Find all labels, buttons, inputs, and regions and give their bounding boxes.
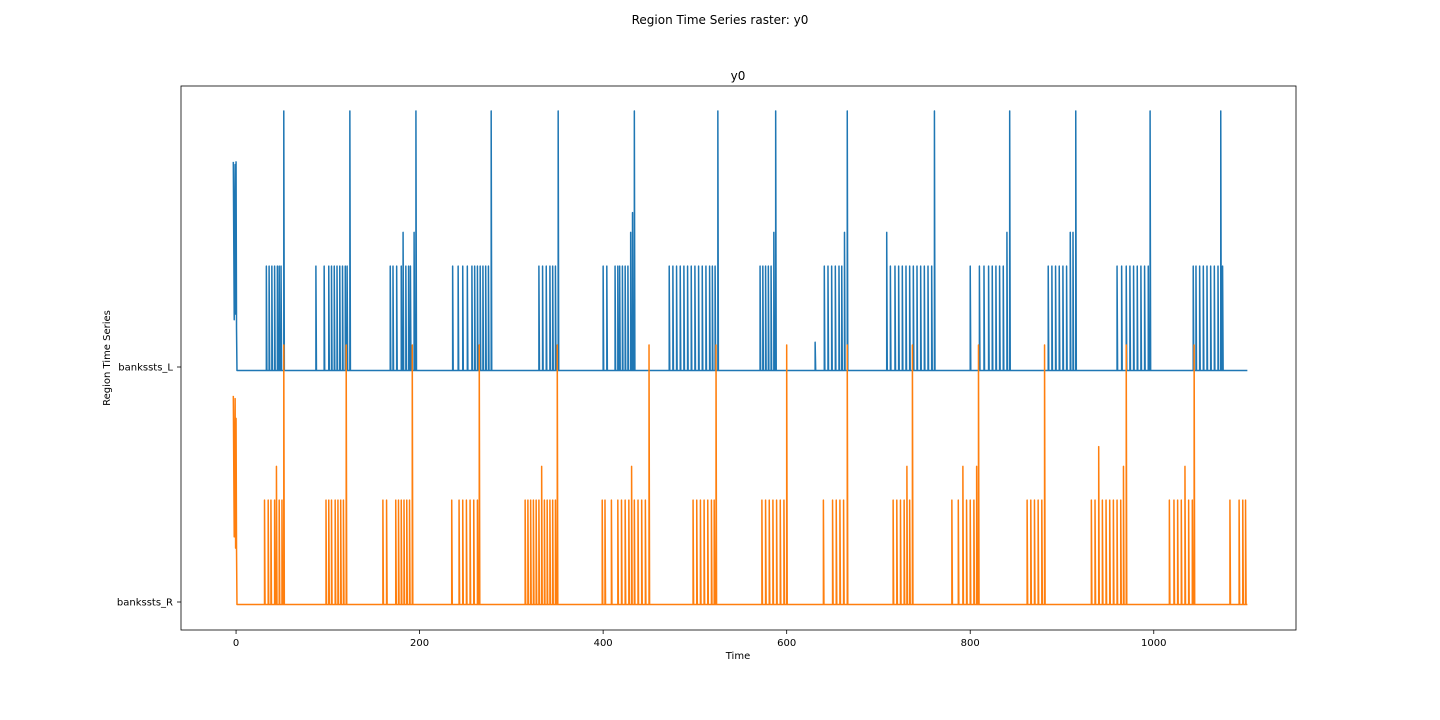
x-tick-label: 400 — [594, 638, 613, 649]
y-tick-label: bankssts_L — [118, 363, 173, 374]
x-axis-ticks: 0 200 400 600 800 1000 — [233, 630, 1166, 649]
axes-frame — [180, 85, 1297, 631]
x-tick-label: 600 — [777, 638, 796, 649]
series-layer — [232, 110, 1248, 606]
series-line-bankssts_L — [232, 110, 1248, 372]
x-axis-label: Time — [725, 651, 750, 662]
x-tick-label: 1000 — [1141, 638, 1166, 649]
x-tick-label: 0 — [233, 638, 239, 649]
plot-area — [180, 85, 1297, 631]
y-tick-label: bankssts_R — [117, 598, 173, 609]
figure-suptitle: Region Time Series raster: y0 — [632, 13, 809, 27]
x-tick-label: 800 — [961, 638, 980, 649]
series-line-bankssts_R — [232, 344, 1248, 606]
x-tick-label: 200 — [410, 638, 429, 649]
y-axis-ticks: bankssts_L bankssts_R — [117, 363, 181, 609]
y-axis-label: Region Time Series — [102, 310, 113, 406]
axes-title: y0 — [731, 69, 746, 83]
